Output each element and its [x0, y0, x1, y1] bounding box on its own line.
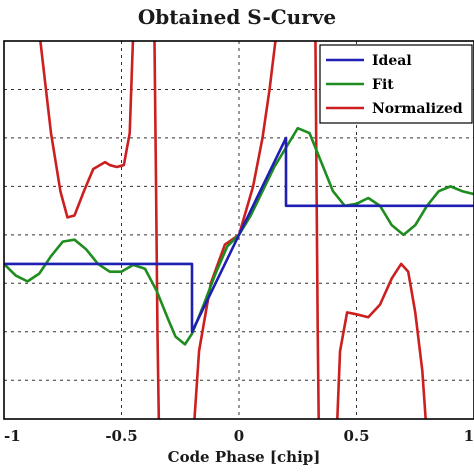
x-axis-label: Code Phase [chip] — [168, 448, 321, 466]
axes-frame — [3, 40, 474, 420]
x-tick-label-3: 0.5 — [343, 427, 369, 445]
x-tick-labels: -1 -0.5 0 0.5 1 — [4, 427, 474, 445]
x-tick-label-4: 1 — [464, 427, 474, 445]
series-fit — [4, 126, 474, 346]
legend-label-fit: Fit — [372, 77, 394, 93]
chart-title: Obtained S-Curve — [138, 5, 336, 29]
series-ideal-line — [4, 136, 474, 334]
series-ideal — [4, 136, 474, 334]
plot-area — [4, 41, 474, 419]
series-normalized-line-3 — [314, 41, 320, 419]
x-tick-label-0: -1 — [4, 427, 21, 445]
x-tick-label-1: -0.5 — [105, 427, 137, 445]
legend-label-normalized: Normalized — [372, 101, 463, 117]
x-tick-label-2: 0 — [234, 427, 244, 445]
legend-label-ideal: Ideal — [372, 53, 412, 69]
series-normalized-line-4 — [336, 262, 427, 419]
series-normalized-line-1 — [153, 41, 161, 419]
series-normalized-line-0 — [39, 41, 135, 219]
legend: Ideal Fit Normalized — [319, 44, 473, 124]
series-fit-line — [4, 126, 474, 346]
